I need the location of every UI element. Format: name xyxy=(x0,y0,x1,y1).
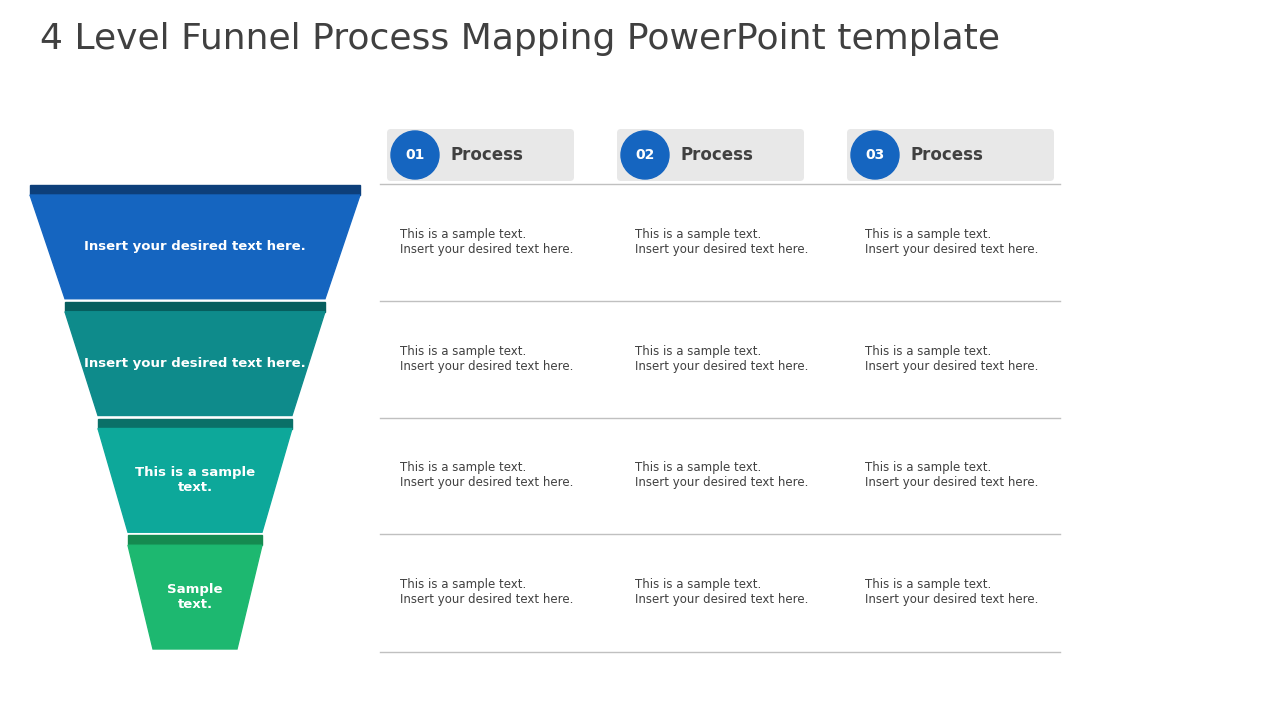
Text: This is a sample text.
Insert your desired text here.: This is a sample text. Insert your desir… xyxy=(635,228,809,256)
Polygon shape xyxy=(29,185,360,195)
Polygon shape xyxy=(128,535,262,545)
Polygon shape xyxy=(29,195,360,299)
Ellipse shape xyxy=(390,131,439,179)
Text: 03: 03 xyxy=(865,148,884,162)
Text: This is a sample text.
Insert your desired text here.: This is a sample text. Insert your desir… xyxy=(635,345,809,373)
Text: Process: Process xyxy=(451,146,524,164)
Text: This is a sample text.
Insert your desired text here.: This is a sample text. Insert your desir… xyxy=(635,578,809,606)
Polygon shape xyxy=(128,545,262,649)
Text: This is a sample text.
Insert your desired text here.: This is a sample text. Insert your desir… xyxy=(865,462,1038,490)
Text: This is a sample text.
Insert your desired text here.: This is a sample text. Insert your desir… xyxy=(399,462,573,490)
FancyBboxPatch shape xyxy=(847,129,1053,181)
Text: 01: 01 xyxy=(406,148,425,162)
Polygon shape xyxy=(65,312,325,415)
Text: Insert your desired text here.: Insert your desired text here. xyxy=(84,240,306,253)
Text: Insert your desired text here.: Insert your desired text here. xyxy=(84,357,306,370)
FancyBboxPatch shape xyxy=(387,129,573,181)
Text: This is a sample text.
Insert your desired text here.: This is a sample text. Insert your desir… xyxy=(865,578,1038,606)
Text: 02: 02 xyxy=(635,148,654,162)
Text: This is a sample text.
Insert your desired text here.: This is a sample text. Insert your desir… xyxy=(865,345,1038,373)
Text: This is a sample
text.: This is a sample text. xyxy=(134,467,255,495)
Text: This is a sample text.
Insert your desired text here.: This is a sample text. Insert your desir… xyxy=(635,462,809,490)
Polygon shape xyxy=(65,302,325,312)
Text: This is a sample text.
Insert your desired text here.: This is a sample text. Insert your desir… xyxy=(399,578,573,606)
Ellipse shape xyxy=(851,131,899,179)
Ellipse shape xyxy=(621,131,669,179)
Polygon shape xyxy=(99,418,292,428)
Text: Process: Process xyxy=(681,146,754,164)
Text: This is a sample text.
Insert your desired text here.: This is a sample text. Insert your desir… xyxy=(399,228,573,256)
Text: This is a sample text.
Insert your desired text here.: This is a sample text. Insert your desir… xyxy=(399,345,573,373)
Polygon shape xyxy=(99,428,292,532)
Text: 4 Level Funnel Process Mapping PowerPoint template: 4 Level Funnel Process Mapping PowerPoin… xyxy=(40,22,1000,56)
FancyBboxPatch shape xyxy=(617,129,804,181)
Text: This is a sample text.
Insert your desired text here.: This is a sample text. Insert your desir… xyxy=(865,228,1038,256)
Text: Sample
text.: Sample text. xyxy=(168,583,223,611)
Text: Process: Process xyxy=(911,146,984,164)
